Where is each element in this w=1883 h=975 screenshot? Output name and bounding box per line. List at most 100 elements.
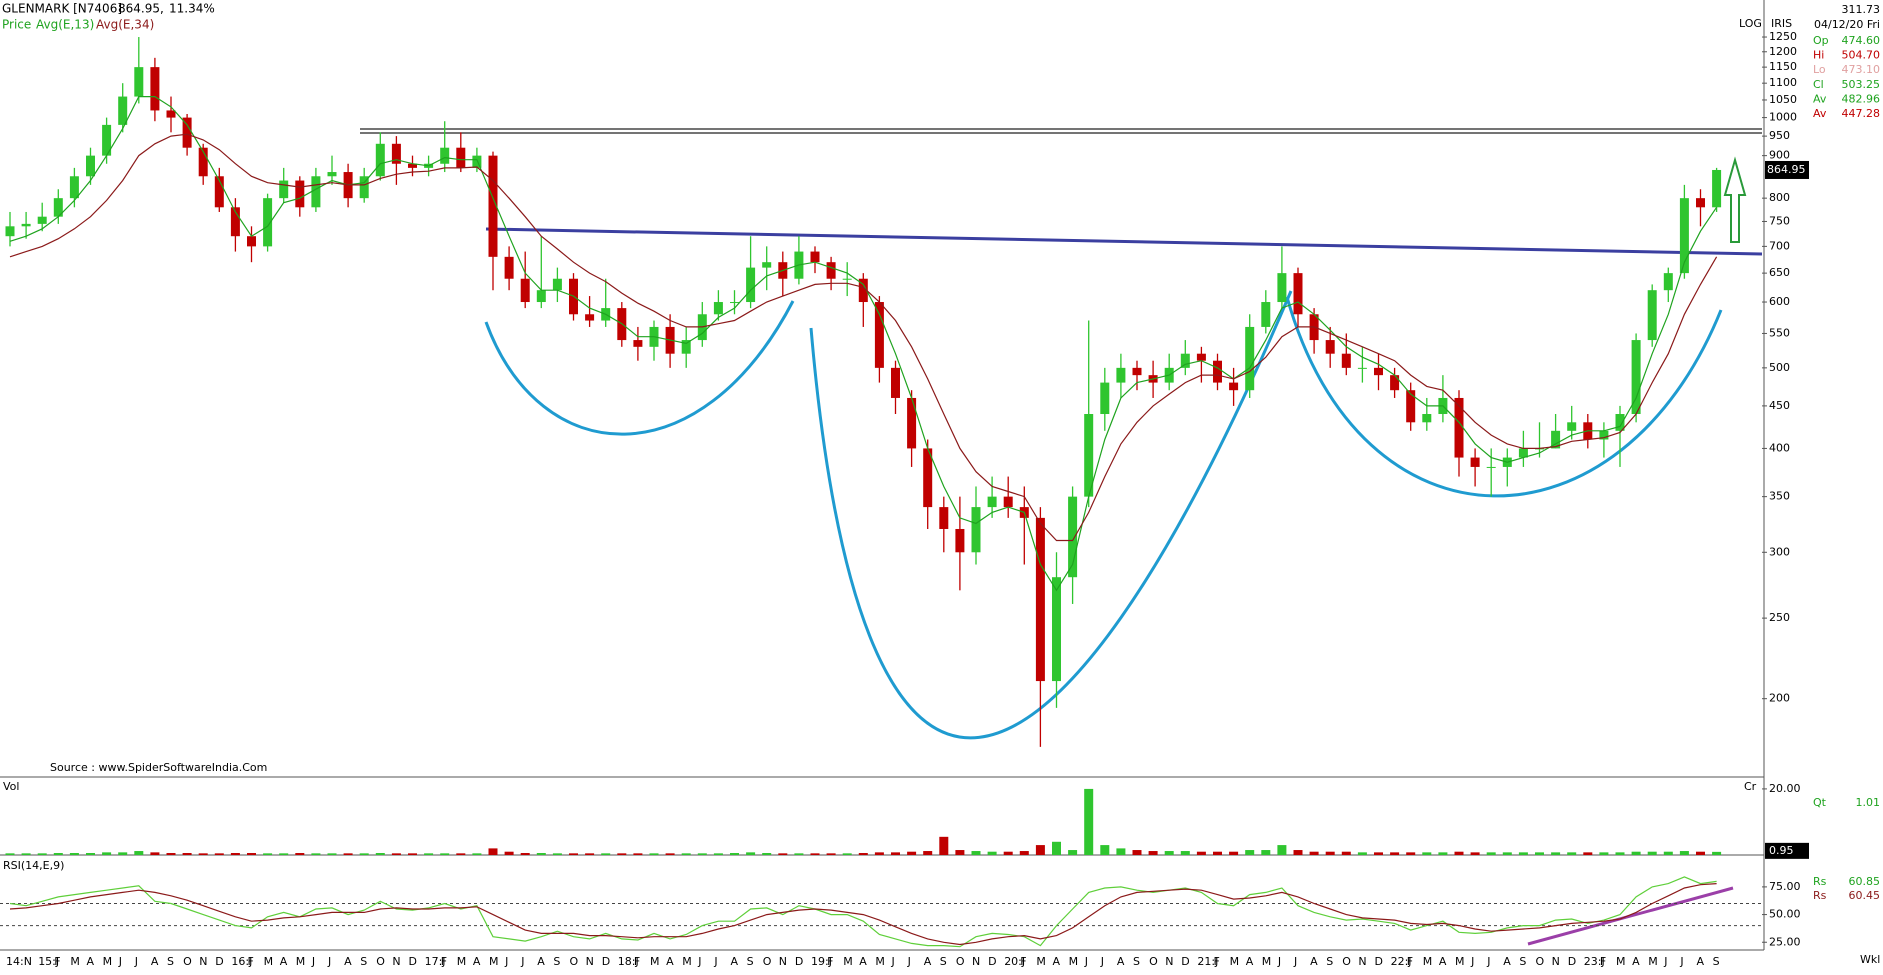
legend-entry: Avg(E,34): [96, 18, 154, 32]
info-label: Lo: [1813, 63, 1826, 76]
x-tick-label: N: [1165, 955, 1173, 968]
x-tick-label: N: [972, 955, 980, 968]
candle-body: [1100, 382, 1110, 415]
volume-bar: [375, 853, 385, 855]
x-tick-label: N: [1358, 955, 1366, 968]
candle-body: [939, 507, 949, 529]
x-tick-label: 17:J: [425, 955, 446, 968]
volume-bar: [327, 853, 337, 855]
candle-body: [955, 528, 965, 553]
candle-body: [874, 302, 884, 368]
x-tick-label: J: [1679, 955, 1683, 968]
candle-body: [456, 147, 466, 168]
candle-body: [359, 176, 369, 199]
volume-bar: [504, 851, 514, 855]
volume-bar: [1068, 850, 1078, 855]
info-value: 474.60: [1842, 34, 1881, 47]
volume-bar: [1663, 851, 1673, 855]
volume-bar: [230, 853, 240, 855]
volume-bar: [1309, 851, 1319, 855]
volume-bar: [842, 853, 852, 855]
candle-body: [1068, 496, 1078, 578]
y-tick-label: 300: [1769, 545, 1790, 558]
x-tick-label: F: [1600, 955, 1606, 968]
candle-body: [536, 290, 546, 303]
volume-bar: [826, 853, 836, 855]
volume-bar: [118, 852, 128, 855]
x-tick-label: S: [747, 955, 754, 968]
volume-bar: [408, 853, 417, 855]
candle-body: [1599, 430, 1609, 440]
candle-body: [134, 67, 144, 97]
x-tick-label: J: [327, 955, 331, 968]
rsi-line: [9, 883, 1717, 946]
candle-body: [86, 155, 95, 177]
x-tick-label: D: [1181, 955, 1189, 968]
candle-body: [21, 223, 31, 227]
volume-bar: [1551, 852, 1561, 855]
y-tick-label: 250: [1769, 611, 1790, 624]
volume-bar: [649, 853, 659, 855]
x-tick-label: A: [87, 955, 95, 968]
volume-bar: [794, 853, 804, 855]
volume-bar: [1003, 851, 1013, 855]
y-tick-label: 550: [1769, 326, 1790, 339]
x-tick-label: S: [360, 955, 367, 968]
y-tick-label: 20.00: [1769, 782, 1801, 795]
x-tick-label: 20:J: [1004, 955, 1025, 968]
volume-bar: [1374, 852, 1383, 855]
x-tick-label: 18:J: [618, 955, 639, 968]
volume-bar: [295, 853, 305, 855]
moving-average: [9, 133, 1718, 542]
x-tick-label: F: [1020, 955, 1026, 968]
candle-body: [971, 507, 981, 553]
x-tick-label: O: [1342, 955, 1351, 968]
info-label: Cl: [1813, 78, 1824, 91]
volume-bar: [53, 853, 63, 855]
y-tick-label: 450: [1769, 399, 1790, 412]
volume-bar: [665, 853, 675, 855]
candle-body: [520, 278, 530, 303]
x-tick-label: A: [1117, 955, 1125, 968]
volume-bar: [1647, 851, 1657, 855]
volume-bar: [1357, 852, 1367, 855]
x-tick-label: J: [134, 955, 138, 968]
candle-body: [488, 155, 498, 257]
chart-title: GLENMARK [N7406]: [2, 2, 122, 16]
volume-bar: [601, 853, 611, 855]
candle-body: [713, 302, 723, 315]
x-tick-label: S: [940, 955, 947, 968]
volume-bar: [343, 853, 353, 855]
info-value: 60.45: [1849, 889, 1881, 902]
volume-bar: [1518, 852, 1528, 855]
info-value: 311.73: [1842, 3, 1881, 16]
volume-bar: [21, 853, 31, 855]
volume-bar: [633, 853, 643, 855]
y-tick-label: 950: [1769, 129, 1790, 142]
volume-bar: [939, 836, 949, 855]
x-tick-label: 15:J: [38, 955, 59, 968]
y-tick-label: 600: [1769, 295, 1790, 308]
candle-body: [810, 251, 820, 263]
volume-bar: [1712, 851, 1722, 855]
cup-curve: [1285, 296, 1723, 498]
volume-bar: [1213, 851, 1222, 855]
x-tick-label: F: [634, 955, 640, 968]
x-tick-label: A: [1310, 955, 1318, 968]
volume-bar: [697, 853, 707, 855]
x-tick-label: A: [1439, 955, 1447, 968]
candle-body: [1132, 367, 1142, 376]
x-tick-label: A: [1246, 955, 1254, 968]
x-tick-label: A: [344, 955, 352, 968]
volume-bar: [1486, 852, 1496, 855]
candle-body: [1631, 340, 1641, 415]
x-tick-label: D: [1568, 955, 1576, 968]
volume-bar: [730, 853, 739, 855]
volume-bar: [1196, 851, 1206, 855]
info-label: Hi: [1813, 49, 1824, 62]
x-tick-label: N: [586, 955, 594, 968]
x-tick-label: J: [1293, 955, 1297, 968]
x-tick-label: J: [891, 955, 895, 968]
cup-curve: [809, 290, 1293, 740]
candle-body: [1229, 382, 1239, 391]
